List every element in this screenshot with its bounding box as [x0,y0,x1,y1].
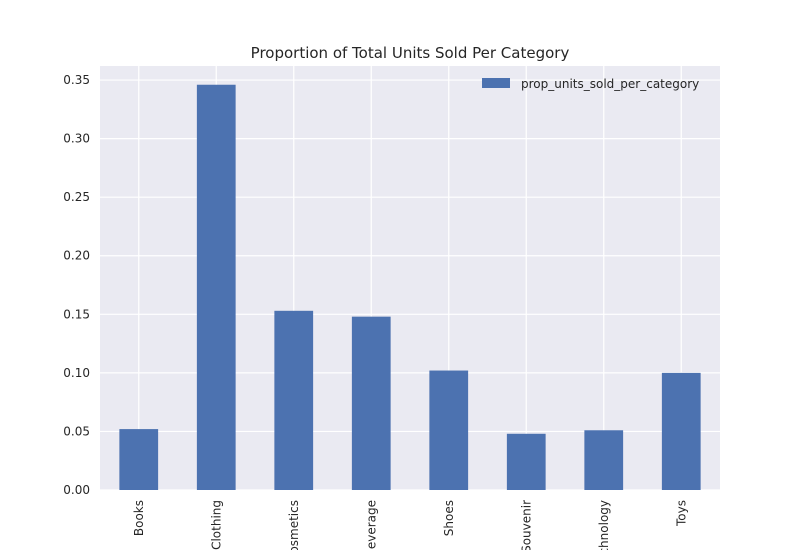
legend-label: prop_units_sold_per_category [521,77,699,91]
y-tick-label: 0.25 [63,190,90,204]
x-tick-label: Toys [674,500,688,527]
y-tick-label: 0.35 [63,73,90,87]
x-tick-label: Souvenir [519,500,533,550]
y-tick-label: 0.05 [63,424,90,438]
x-tick-label: Books [132,500,146,536]
bar-souvenir [506,433,546,490]
y-tick-labels: 0.00 0.05 0.10 0.15 0.20 0.25 0.30 0.35 [63,73,90,497]
bar-shoes [429,370,469,490]
legend-swatch [482,78,510,88]
bar-technology [584,430,624,490]
bar-cosmetics [274,310,314,490]
bar-clothing [196,84,236,491]
y-tick-label: 0.20 [63,249,90,263]
y-tick-label: 0.30 [63,132,90,146]
y-tick-label: 0.00 [63,483,90,497]
y-tick-label: 0.15 [63,307,90,321]
x-tick-label: Shoes [442,500,456,536]
x-tick-labels: Books Clothing Cosmetics Food & Beverage Sho… [132,500,689,550]
x-tick-label: Cosmetics [287,500,301,550]
bar-books [119,429,159,490]
bar-food-beverage [351,316,391,490]
x-tick-label: Technology [597,500,611,550]
x-tick-label: Clothing [209,500,223,550]
x-tick-label: Food & Beverage [364,500,378,550]
legend: prop_units_sold_per_category [482,77,699,91]
y-tick-label: 0.10 [63,366,90,380]
chart-title: Proportion of Total Units Sold Per Categ… [251,44,570,62]
plot-area [100,66,720,490]
bar-toys [661,372,701,490]
bars [119,84,701,491]
